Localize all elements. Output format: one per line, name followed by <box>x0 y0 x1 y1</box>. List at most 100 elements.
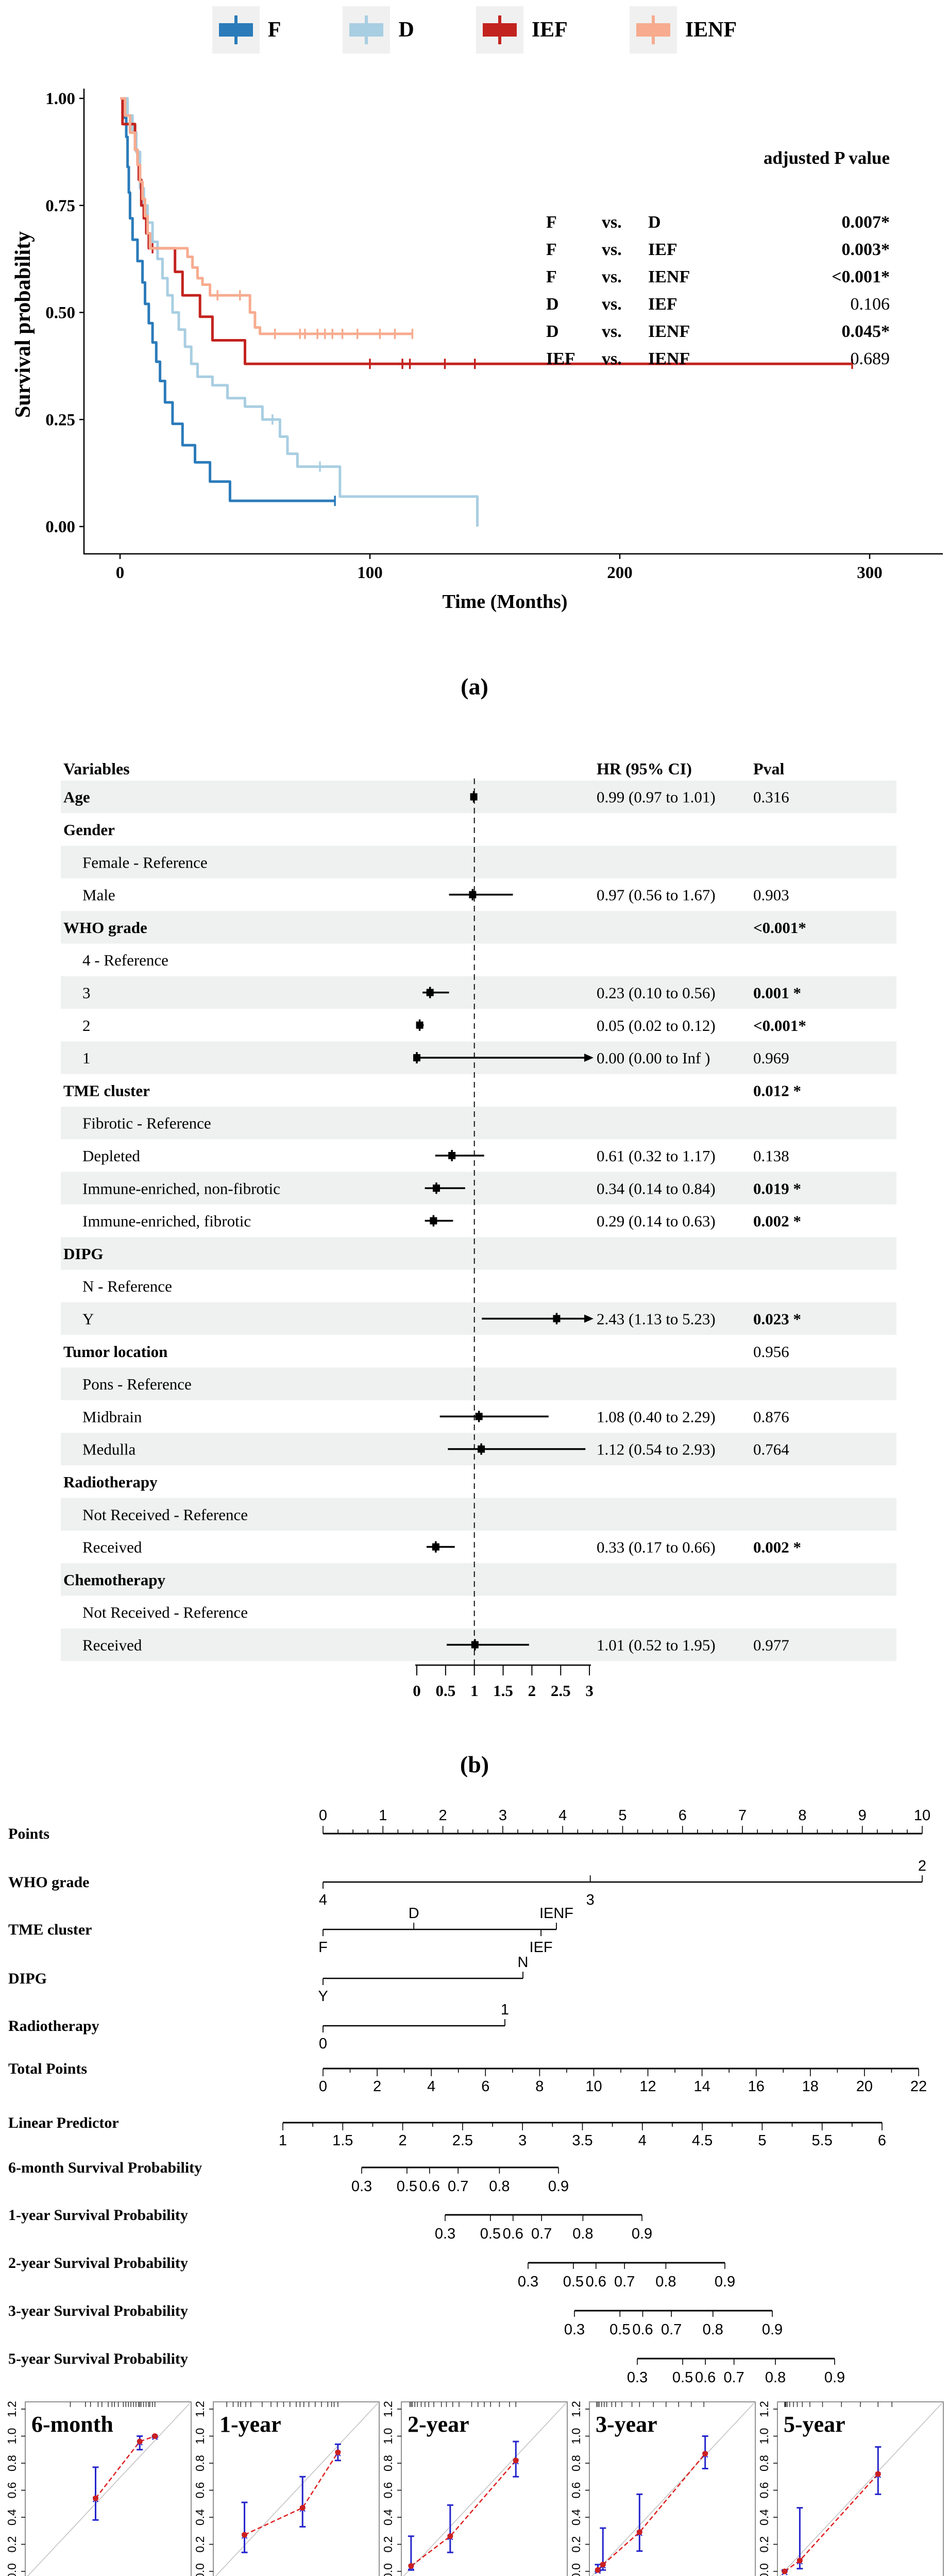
color-swatch-icon <box>349 23 384 37</box>
km-ytick-label: 0.00 <box>45 518 75 536</box>
calibration-ytick-label: 0.8 <box>757 2455 771 2471</box>
pvalue-row-group2: D <box>648 213 661 232</box>
forest-row-pval: 0.876 <box>753 1408 789 1426</box>
km-curve-F <box>120 97 335 502</box>
nomogram-axis-tick-label: 5.5 <box>812 2132 833 2149</box>
km-xtick-label: 100 <box>357 564 383 582</box>
forest-axis-tick-label: 1 <box>470 1682 479 1700</box>
pvalue-row-vs: vs. <box>602 295 622 314</box>
nomogram-axis-tick-label: 14 <box>694 2078 710 2095</box>
forest-row-pval: <0.001* <box>753 919 806 937</box>
panel-a-label: (a) <box>461 673 488 700</box>
forest-col-hr: HR (95% CI) <box>597 759 692 778</box>
forest-row-pval: 0.012 * <box>753 1081 801 1099</box>
forest-arrowhead-icon <box>584 1314 594 1323</box>
legend-key-IEF-icon <box>476 6 523 54</box>
nomogram-axis-tick-label: 4 <box>558 1807 567 1824</box>
calibration-point <box>636 2529 642 2535</box>
legend-label-F: F <box>267 18 281 42</box>
nomogram-axis-tick-label: 22 <box>910 2078 927 2095</box>
calibration-ytick-label: 1.0 <box>5 2428 19 2445</box>
nomogram-axis-tick-label: 0.8 <box>572 2226 593 2242</box>
nomogram-axis-tick-label: 2.5 <box>452 2132 473 2149</box>
nomogram-axis-tick-label: 0.7 <box>614 2274 635 2290</box>
nomogram: Points WHO grade TME cluster DIPG Radiothera… <box>8 1807 930 2386</box>
forest-row-bg <box>61 1172 896 1205</box>
nomogram-row-label: 2-year Survival Probability <box>8 2255 188 2272</box>
calibration-diagonal <box>215 2402 379 2576</box>
nomogram-factor-label: Y <box>318 1988 328 2005</box>
nomogram-row-label: 1-year Survival Probability <box>8 2207 188 2224</box>
nomogram-axis-tick-label: 18 <box>802 2078 819 2095</box>
calibration-plot-2-year: 0.00.20.40.60.81.01.20.00.20.40.60.81.01… <box>381 2401 568 2576</box>
calibration-ytick-label: 0.2 <box>193 2536 207 2553</box>
forest-row-label: 1 <box>82 1049 91 1067</box>
forest-axis-tick-label: 1.5 <box>493 1682 513 1700</box>
forest-col-pval: Pval <box>753 759 785 778</box>
calibration-title: 2-year <box>408 2412 469 2437</box>
pvalue-row-group1: IEF <box>546 349 575 368</box>
pvalue-row-value: <0.001* <box>832 267 890 286</box>
pvalue-row-group1: F <box>546 267 557 286</box>
calibration-ytick-label: 1.2 <box>5 2401 19 2417</box>
forest-row-pval: 0.903 <box>753 886 789 904</box>
forest-row-label: DIPG <box>63 1245 104 1263</box>
forest-row-pval: 0.969 <box>753 1049 789 1067</box>
forest-row-label: Tumor location <box>63 1343 167 1361</box>
nomogram-axis-tick-label: 0.8 <box>655 2274 676 2290</box>
nomogram-axis-tick-label: 3 <box>518 2132 527 2149</box>
forest-row-hr-text: 1.01 (0.52 to 1.95) <box>597 1636 716 1654</box>
forest-marker-square <box>553 1315 561 1323</box>
calibration-line <box>411 2460 517 2567</box>
nomogram-axis-tick-label: 2 <box>439 1807 447 1824</box>
nomogram-row-label: Total Points <box>8 2060 87 2077</box>
km-curve-IEF <box>120 97 852 365</box>
calibration-point <box>600 2562 606 2568</box>
nomogram-axis-tick-label: 0.3 <box>435 2226 455 2242</box>
calibration-ytick-label: 0.4 <box>193 2509 207 2526</box>
calibration-point <box>702 2451 708 2457</box>
forest-row-label: N - Reference <box>82 1277 172 1295</box>
pvalue-row-group1: F <box>546 240 557 259</box>
forest-row-pval: 0.002 * <box>753 1212 801 1230</box>
calibration-ytick-label: 0.2 <box>381 2536 395 2553</box>
forest-row-label: Immune-enriched, fibrotic <box>82 1212 251 1230</box>
forest-row-hr-text: 0.61 (0.32 to 1.17) <box>597 1147 716 1165</box>
legend-item-IENF: IENF <box>629 6 737 54</box>
forest-row-hr-text: 2.43 (1.13 to 5.23) <box>597 1310 716 1328</box>
calibration-ytick-label: 0.0 <box>5 2563 19 2576</box>
nomogram-factor-label: 1 <box>501 2002 509 2018</box>
calibration-ytick-label: 0.8 <box>569 2455 583 2471</box>
nomogram-axis-tick-label: 3.5 <box>572 2132 592 2149</box>
forest-row-bg <box>61 976 896 1009</box>
nomogram-axis-tick-label: 0.5 <box>609 2321 630 2338</box>
forest-row-bg <box>61 1563 896 1596</box>
nomogram-axis-tick-label: 0.6 <box>503 2226 523 2242</box>
km-xtick-label: 300 <box>857 564 883 582</box>
forest-marker-square <box>470 793 478 801</box>
forest-marker-square <box>469 891 477 899</box>
pvalue-row-group2: IENF <box>648 267 690 286</box>
nomogram-factor-label: D <box>409 1905 419 1922</box>
nomogram-axis-tick-label: 20 <box>856 2078 873 2095</box>
calibration-point <box>447 2533 453 2539</box>
forest-col-variables: Variables <box>63 759 130 778</box>
calibration-point <box>299 2505 306 2511</box>
calibration-ytick-label: 0.8 <box>5 2455 19 2471</box>
nomogram-row-label: WHO grade <box>8 1874 90 1891</box>
pvalue-row-vs: vs. <box>602 213 622 232</box>
calibration-plot-5-year: 0.00.20.40.60.81.01.20.00.20.40.60.81.01… <box>757 2401 944 2576</box>
calibration-point <box>875 2471 881 2477</box>
calibration-ytick-label: 1.0 <box>757 2428 771 2445</box>
nomogram-axis-tick-label: 0.7 <box>531 2226 552 2242</box>
forest-marker-square <box>413 1054 420 1062</box>
forest-row-label: Not Received - Reference <box>82 1603 248 1621</box>
calibration-title: 1-year <box>219 2412 281 2437</box>
nomogram-axis-tick-label: 1 <box>279 2132 287 2149</box>
calibration-ytick-label: 0.2 <box>5 2536 19 2553</box>
pvalue-row-vs: vs. <box>602 267 622 286</box>
nomogram-factor-label: 3 <box>586 1892 595 1908</box>
calibration-point <box>595 2567 601 2573</box>
calibration-ytick-label: 0.0 <box>381 2563 395 2576</box>
